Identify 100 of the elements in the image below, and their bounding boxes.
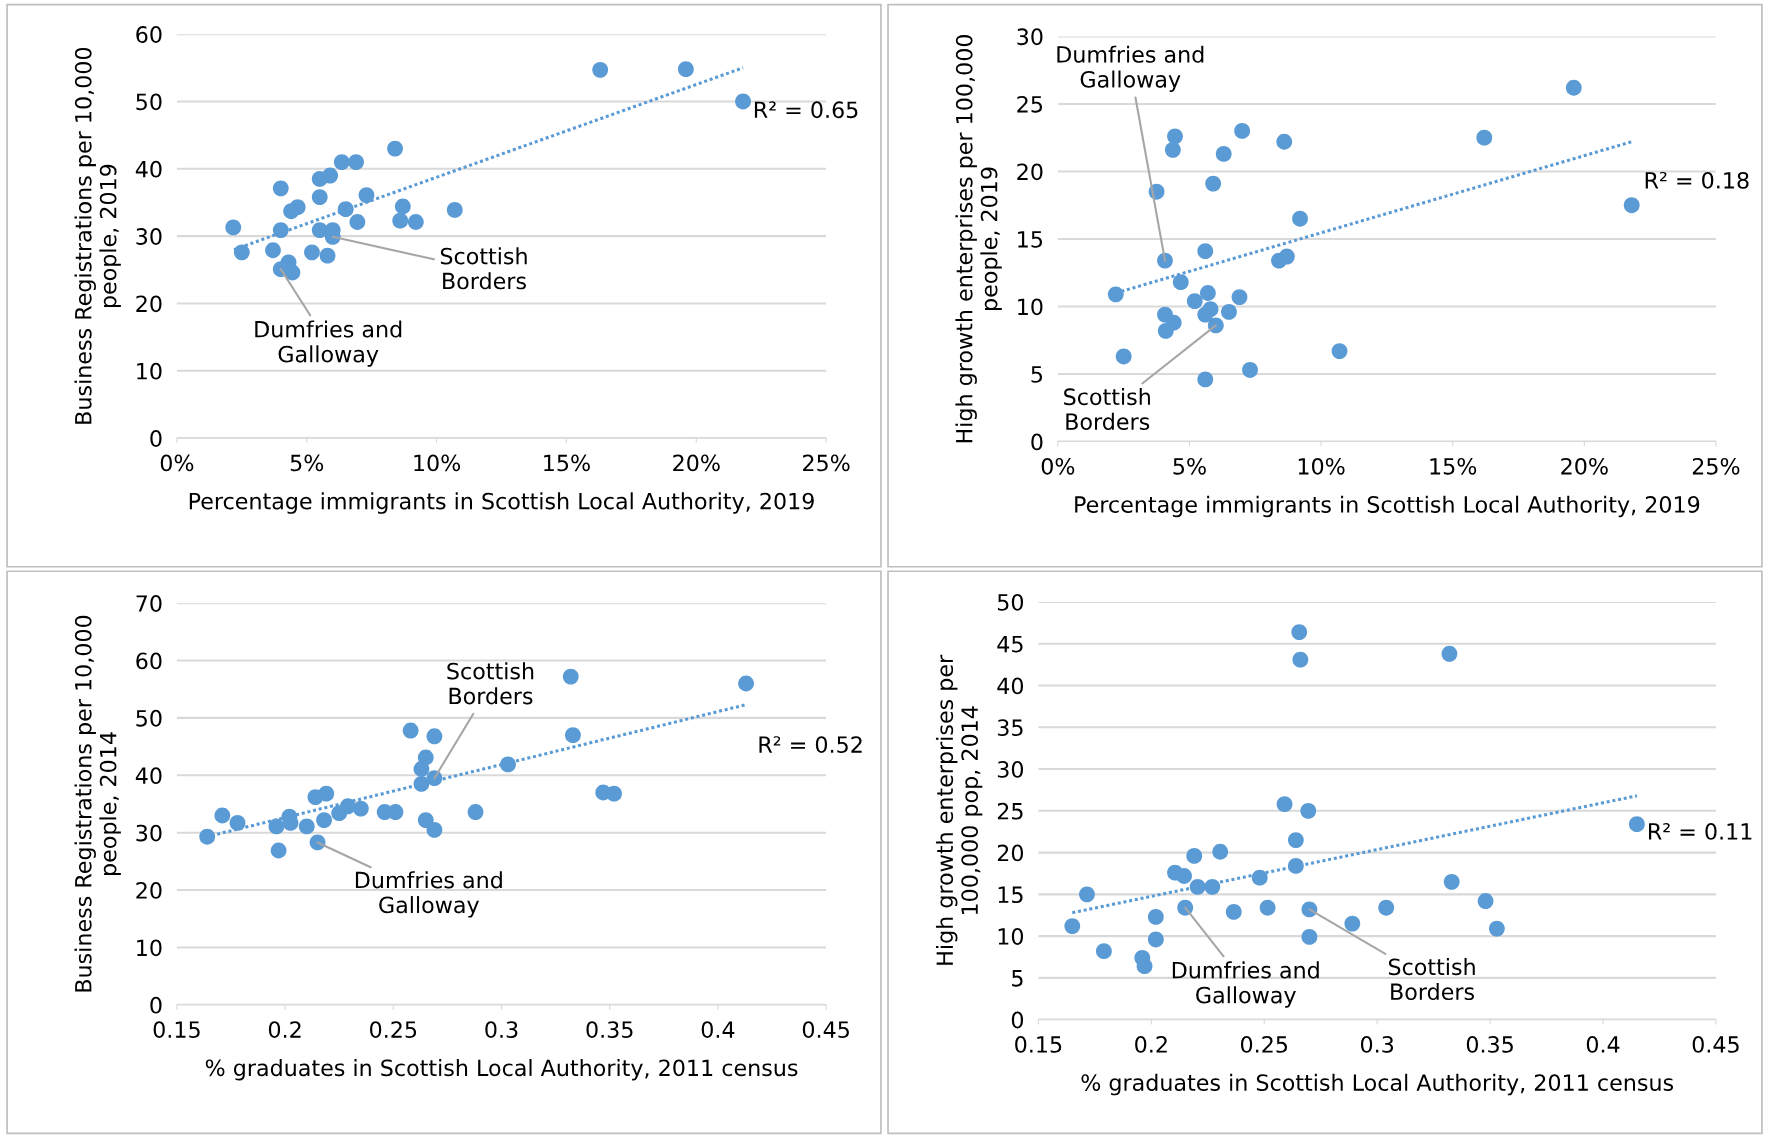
y-tick-label: 5 (1031, 366, 1043, 383)
point (402, 722, 419, 739)
point (467, 804, 484, 820)
point (1476, 129, 1493, 146)
point (1276, 796, 1293, 813)
x-tick-label: 0.25 (1240, 1036, 1288, 1053)
x-tick-label: 0% (160, 454, 194, 472)
point (1234, 123, 1251, 139)
point (606, 785, 622, 802)
point (392, 212, 409, 229)
point (394, 198, 411, 215)
point (1259, 899, 1276, 916)
point (417, 749, 434, 766)
point (1378, 899, 1395, 916)
x-axis-title: Percentage immigrants in Scottish Local Authority, 2019 (1075, 495, 1700, 518)
x-tick-label: 0.15 (153, 1021, 200, 1039)
y-tick-label: 60 (136, 652, 162, 670)
point (1199, 285, 1216, 301)
y-tick-label: 20 (1017, 163, 1043, 181)
point (1197, 371, 1214, 388)
point (500, 756, 516, 773)
point (1212, 843, 1229, 860)
point (1291, 624, 1308, 640)
x-tick-label: 10% (414, 454, 461, 472)
y-tick-label: 25 (997, 802, 1023, 820)
point (1167, 128, 1183, 145)
y-tick-label: 30 (136, 228, 162, 245)
y-axis-title: Business Registrations per 10,000 people, 2014 (74, 615, 121, 992)
point (358, 187, 375, 203)
x-tick-label: 20% (673, 454, 720, 472)
point (417, 812, 434, 828)
y-tick-label: 25 (1017, 95, 1043, 113)
point (562, 668, 579, 685)
point (592, 61, 609, 78)
point (199, 828, 216, 845)
y-tick-label: 40 (997, 677, 1024, 695)
point (337, 201, 354, 218)
point (1231, 289, 1248, 305)
point (413, 775, 430, 792)
annotation: Scottish Borders (1388, 958, 1475, 1001)
point (1278, 248, 1295, 265)
point (268, 818, 285, 835)
x-tick-label: 0.45 (1692, 1036, 1739, 1053)
annotation: R² = 0.52 (759, 736, 862, 753)
point (289, 199, 306, 216)
annotation: R² = 0.11 (1649, 823, 1752, 840)
point (1204, 878, 1221, 895)
point (339, 798, 356, 815)
y-tick-label: 50 (136, 709, 162, 727)
x-tick-label: 0.4 (1586, 1036, 1620, 1053)
point (225, 219, 242, 236)
x-tick-label: 25% (1692, 457, 1740, 475)
point (1242, 362, 1258, 378)
x-axis-title: % graduates in Scottish Local Authority, 2011 census (205, 1059, 798, 1081)
point (1225, 903, 1242, 920)
point (1565, 79, 1582, 96)
point (1301, 929, 1318, 945)
x-axis-title: Percentage immigrants in Scottish Local Authority, 2019 (189, 492, 814, 514)
y-axis-title: Business Registrations per 10,000 people, 2019 (74, 47, 121, 424)
x-tick-label: 0.25 (370, 1021, 417, 1039)
point (1115, 348, 1132, 365)
point (1095, 943, 1112, 960)
point (1477, 893, 1494, 909)
x-tick-label: 0.45 (802, 1021, 849, 1039)
point (735, 93, 751, 110)
x-tick-label: 0.35 (1466, 1036, 1513, 1053)
point (284, 264, 301, 281)
y-tick-label: 50 (997, 593, 1024, 611)
point (272, 222, 289, 238)
point (1276, 133, 1293, 150)
x-tick-label: 5% (290, 454, 324, 472)
point (1176, 868, 1192, 884)
point (1157, 252, 1173, 269)
point (446, 201, 463, 218)
point (387, 140, 403, 157)
y-tick-label: 10 (137, 939, 162, 957)
point (426, 728, 443, 745)
x-tick-label: 15% (544, 454, 590, 472)
y-tick-label: 30 (997, 761, 1024, 778)
y-tick-label: 0 (150, 996, 162, 1014)
point (1186, 293, 1203, 310)
y-axis-title: High growth enterprises per 100,000 people, 2019 (955, 34, 1002, 443)
point (333, 154, 350, 170)
point (1164, 141, 1181, 158)
point (1300, 802, 1317, 819)
annotation: R² = 0.65 (754, 101, 858, 119)
annotation: Scottish Borders (1064, 387, 1150, 431)
x-tick-label: 25% (803, 454, 850, 472)
point (1287, 858, 1304, 874)
point (677, 61, 694, 78)
y-tick-label: 10 (1018, 298, 1043, 316)
y-tick-label: 35 (997, 719, 1023, 737)
point (1202, 301, 1219, 318)
x-tick-label: 20% (1561, 457, 1608, 475)
point (214, 807, 231, 824)
point (348, 154, 364, 170)
point (1189, 878, 1206, 895)
x-tick-label: 0.2 (268, 1021, 301, 1039)
point (1079, 886, 1095, 903)
x-tick-label: 0.2 (1135, 1036, 1167, 1053)
